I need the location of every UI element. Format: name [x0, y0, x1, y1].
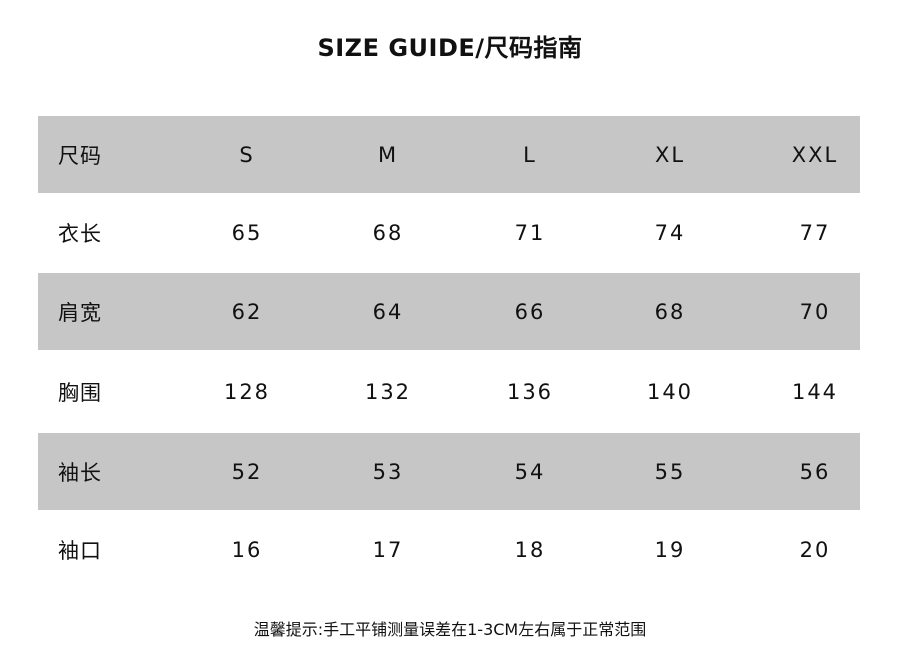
- measurement-note: 温馨提示:手工平铺测量误差在1-3CM左右属于正常范围: [253, 620, 647, 639]
- size-value: 136: [506, 379, 554, 404]
- size-value: 68: [654, 299, 686, 324]
- size-value: 140: [646, 379, 694, 404]
- header-row: 尺码 S M L XL XXL: [38, 116, 860, 193]
- size-header: S: [239, 142, 255, 167]
- table-row: 肩宽 62 64 66 68 70: [38, 273, 860, 350]
- row-label: 胸围: [58, 380, 102, 405]
- size-value: 53: [372, 459, 404, 484]
- size-value: 52: [231, 459, 263, 484]
- row-label: 衣长: [58, 222, 102, 246]
- size-value: 66: [514, 299, 546, 324]
- size-value: 56: [799, 459, 831, 484]
- page-title: SIZE GUIDE/尺码指南: [317, 34, 583, 62]
- size-value: 19: [654, 538, 686, 562]
- size-value: 144: [791, 379, 839, 404]
- table-row: 袖口 16 17 18 19 20: [38, 510, 860, 590]
- size-value: 64: [372, 299, 404, 324]
- size-value: 128: [223, 379, 271, 404]
- size-value: 54: [514, 459, 546, 484]
- size-value: 71: [514, 221, 546, 245]
- size-value: 20: [799, 538, 831, 562]
- size-value: 18: [514, 538, 546, 562]
- size-value: 132: [364, 379, 412, 404]
- header-label: 尺码: [58, 143, 102, 168]
- size-header: L: [523, 142, 537, 167]
- table-row: 袖长 52 53 54 55 56: [38, 433, 860, 510]
- size-value: 17: [372, 538, 404, 562]
- row-label: 袖长: [58, 460, 102, 485]
- size-header: XXL: [791, 142, 839, 167]
- size-value: 65: [231, 221, 263, 245]
- size-value: 62: [231, 299, 263, 324]
- size-header: M: [377, 142, 399, 167]
- size-header: XL: [654, 142, 686, 167]
- row-label: 袖口: [58, 539, 102, 563]
- size-value: 74: [654, 221, 686, 245]
- table-row: 衣长 65 68 71 74 77: [38, 193, 860, 273]
- size-value: 70: [799, 299, 831, 324]
- size-value: 77: [799, 221, 831, 245]
- size-value: 55: [654, 459, 686, 484]
- row-label: 肩宽: [58, 300, 102, 325]
- size-value: 16: [231, 538, 263, 562]
- size-value: 68: [372, 221, 404, 245]
- table-row: 胸围 128 132 136 140 144: [38, 350, 860, 433]
